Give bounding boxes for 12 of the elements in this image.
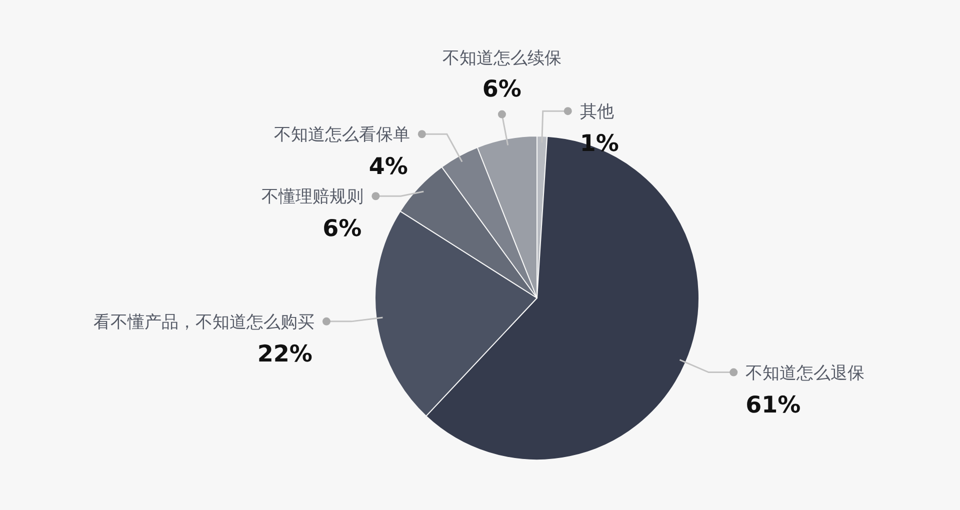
- data-label: 1%: [580, 131, 619, 158]
- data-label: 61%: [746, 392, 801, 418]
- data-label: 6%: [322, 216, 362, 242]
- data-label: 22%: [257, 341, 312, 368]
- slice-label: 不知道怎么退保: [746, 363, 865, 384]
- slice-label: 不知道怎么续保: [442, 48, 562, 68]
- data-label: 4%: [368, 154, 408, 180]
- slice-label: 不知道怎么看保单: [274, 125, 410, 146]
- slice-label: 不懂理赔规则: [262, 187, 364, 208]
- slice-label: 其他: [580, 102, 614, 122]
- data-label: 6%: [482, 76, 522, 102]
- slice-label: 看不懂产品，不知道怎么购买: [93, 312, 314, 332]
